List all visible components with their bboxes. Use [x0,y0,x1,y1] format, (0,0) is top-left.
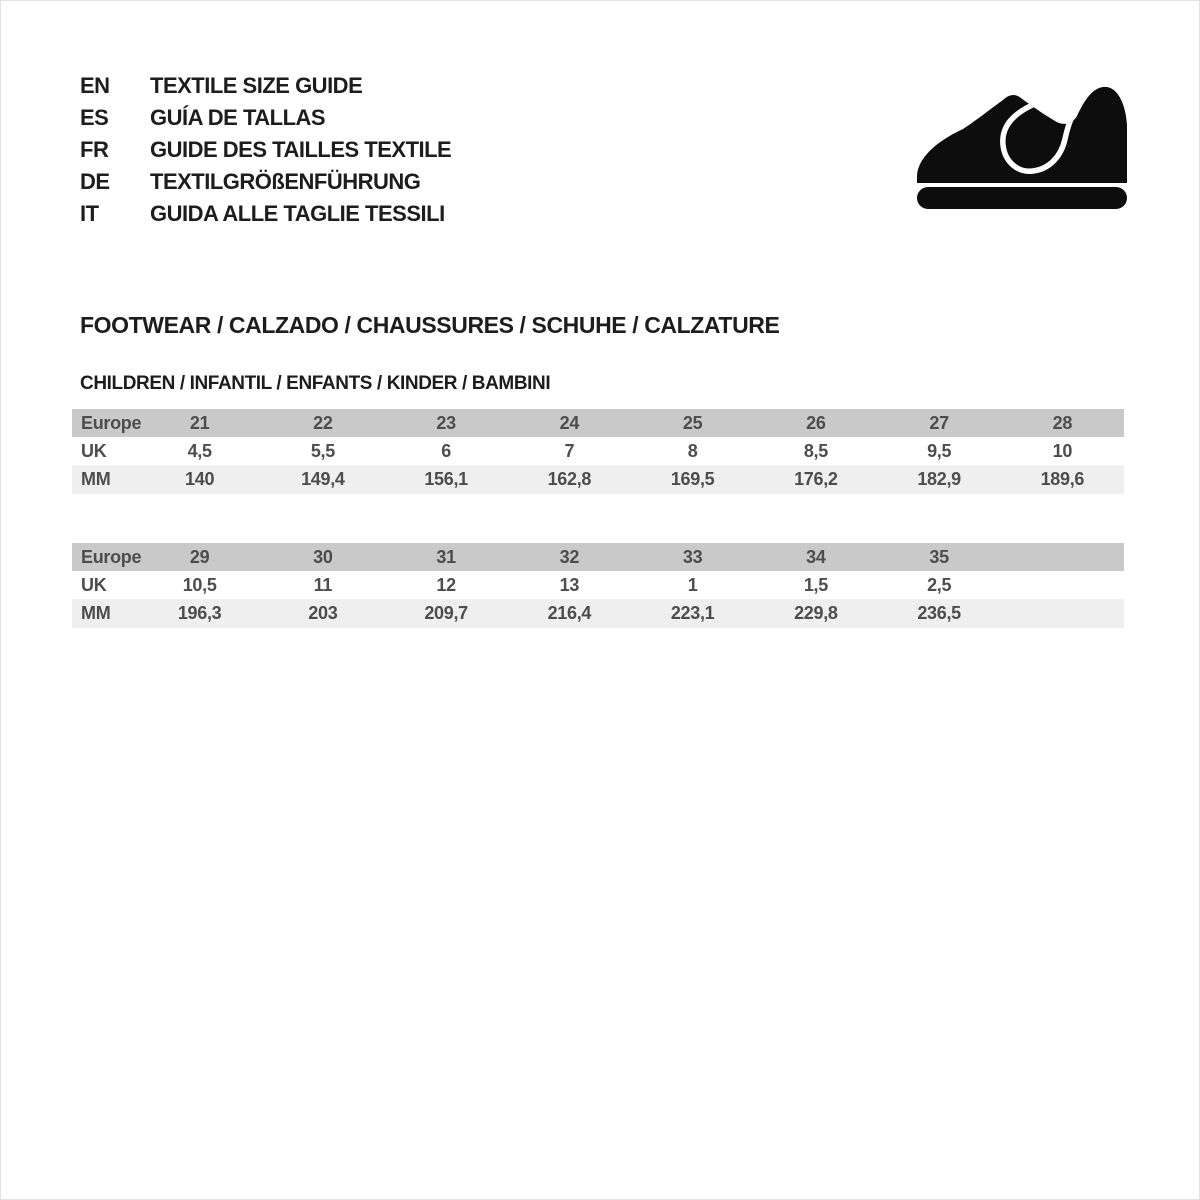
size-cell: 34 [806,546,826,567]
row-label: Europe [81,546,142,567]
language-row-es: ES GUÍA DE TALLAS [80,102,451,134]
size-cell: 176,2 [794,469,838,489]
table-row-mm: MM 196,3 203 209,7 216,4 223,1 229,8 236,5 [72,599,1124,628]
size-cell: 30 [313,546,333,567]
language-code: EN [80,73,110,98]
size-cell: 223,1 [670,603,715,623]
size-table-children-29-35: Europe 29 30 31 32 33 34 35 UK 10,5 11 12 13 1 1,5 2,5 M… [72,543,1124,628]
size-cell: 31 [436,546,456,567]
language-row-fr: FR GUIDE DES TAILLES TEXTILE [80,134,452,166]
size-cell: 22 [313,412,333,433]
size-cell: 169,5 [670,469,715,489]
row-label: MM [81,603,111,623]
language-title: GUIDA ALLE TAGLIE TESSILI [150,201,445,226]
size-cell: 27 [929,412,949,433]
size-cell: 5,5 [310,440,335,461]
size-cell: 156,1 [424,469,468,489]
size-cell: 25 [682,412,703,433]
language-row-it: IT GUIDA ALLE TAGLIE TESSILI [80,198,451,230]
size-table-children-21-28: Europe 21 22 23 24 25 26 27 28 UK 4,5 5,5 6 7 8 8,5 9,5 1… [72,409,1124,494]
language-code: IT [80,201,99,226]
row-label: UK [81,440,107,461]
size-cell: 140 [185,469,215,489]
language-row-de: DE TEXTILGRÖßENFÜHRUNG [80,166,451,198]
size-cell: 21 [189,412,210,433]
size-cell: 189,6 [1040,469,1085,489]
table-row-uk: UK 4,5 5,5 6 7 8 8,5 9,5 10 [72,437,1124,465]
size-cell: 29 [189,546,210,567]
language-code: DE [80,169,110,194]
size-cell: 4,5 [187,440,212,461]
language-title: GUIDE DES TAILLES TEXTILE [150,137,452,162]
table-row-mm: MM 140 149,4 156,1 162,8 169,5 176,2 182,9 189,6 [72,465,1124,494]
table-row-europe: Europe 29 30 31 32 33 34 35 [72,543,1124,571]
size-cell: 2,5 [927,574,952,595]
size-cell: 203 [308,603,338,623]
row-label: UK [81,574,107,595]
language-title: TEXTILGRÖßENFÜHRUNG [150,169,421,194]
size-cell: 6 [441,440,451,461]
row-label: Europe [81,412,142,433]
table-row-europe: Europe 21 22 23 24 25 26 27 28 [72,409,1124,437]
size-cell: 162,8 [547,469,592,489]
size-cell: 23 [436,412,456,433]
size-cell: 13 [559,574,580,595]
size-cell: 10 [1052,440,1073,461]
row-label: MM [81,469,111,489]
size-cell: 229,8 [794,603,838,623]
subsection-title: CHILDREN / INFANTIL / ENFANTS / KINDER /… [80,373,551,394]
size-cell: 9,5 [927,440,952,461]
size-cell: 149,4 [301,469,345,489]
size-cell: 236,5 [917,603,961,623]
size-cell: 11 [313,574,333,595]
language-title: TEXTILE SIZE GUIDE [150,73,363,98]
size-cell: 32 [559,546,580,567]
section-title: FOOTWEAR / CALZADO / CHAUSSURES / SCHUHE… [80,312,780,338]
size-cell: 1 [687,574,698,595]
language-code: ES [80,105,109,130]
size-cell: 209,7 [424,603,468,623]
size-cell: 216,4 [547,603,592,623]
language-row-en: EN TEXTILE SIZE GUIDE [80,70,451,102]
language-list: EN TEXTILE SIZE GUIDE ES GUÍA DE TALLAS FR GU… [80,70,452,230]
size-cell: 196,3 [177,603,222,623]
size-cell: 12 [436,574,456,595]
size-cell: 8,5 [803,440,828,461]
size-cell: 28 [1052,412,1073,433]
children-shoe-icon [917,86,1127,209]
size-cell: 26 [806,412,826,433]
size-cell: 24 [559,412,580,433]
size-cell: 33 [682,546,703,567]
size-cell: 182,9 [917,469,961,489]
size-cell: 1,5 [803,574,828,595]
language-title: GUÍA DE TALLAS [150,105,326,130]
language-code: FR [80,137,109,162]
table-row-uk: UK 10,5 11 12 13 1 1,5 2,5 [72,571,1124,599]
size-cell: 10,5 [182,574,217,595]
size-cell: 35 [929,546,949,567]
size-cell: 7 [564,440,575,461]
size-cell: 8 [687,440,698,461]
